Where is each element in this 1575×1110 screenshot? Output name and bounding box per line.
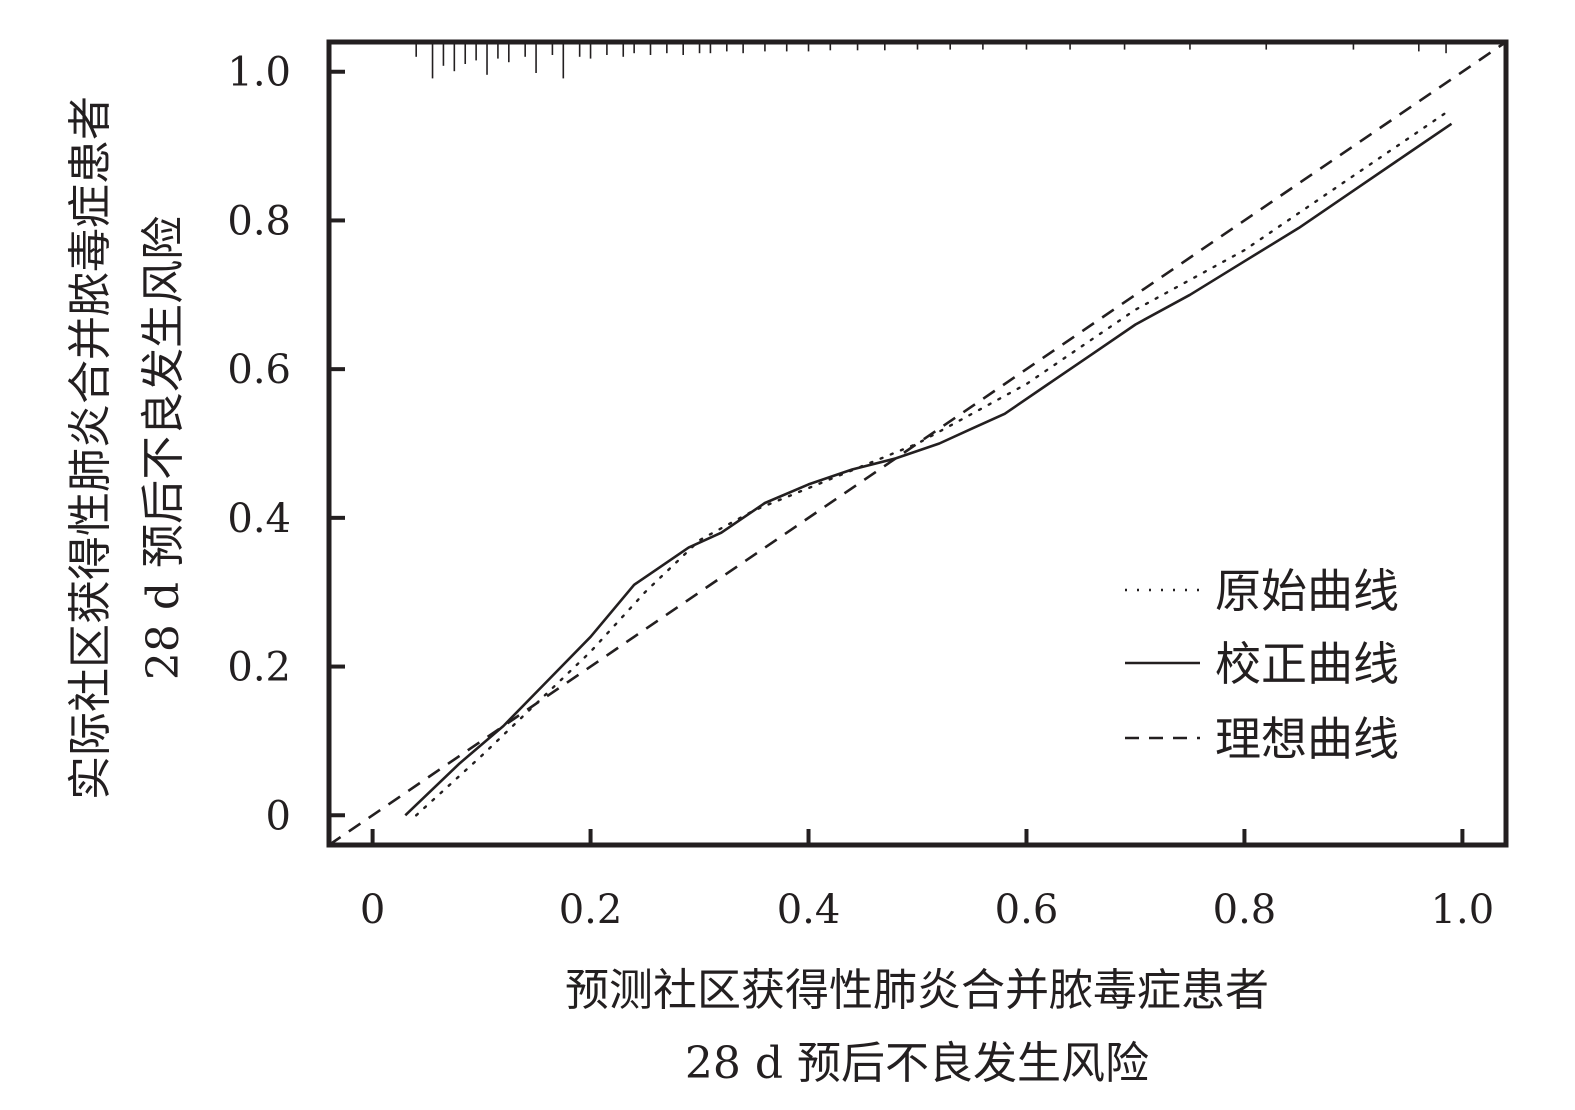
y-tick-label: 0: [266, 793, 291, 839]
legend-label-ideal: 理想曲线: [1215, 712, 1399, 766]
series-line-solid: [404, 122, 1453, 817]
x-axis-title-line1: 预测社区获得性肺炎合并脓毒症患者: [565, 965, 1269, 1016]
plot-frame: [326, 39, 1509, 848]
y-tick-label: 0.8: [227, 198, 291, 244]
series-layer: [328, 40, 1507, 847]
x-tick-label: 0.2: [559, 887, 623, 933]
series-line-dashed: [328, 40, 1507, 847]
y-tick-label: 0.6: [227, 347, 291, 393]
y-axis-title-line2: 28 d 预后不良发生风险: [138, 216, 189, 680]
series-line-dotted: [415, 107, 1453, 817]
y-tick-label: 0.2: [227, 645, 291, 691]
rug-layer: [415, 42, 1447, 79]
x-tick-label: 0.4: [777, 887, 841, 933]
x-tick-label: 0.6: [995, 887, 1059, 933]
legend: 原始曲线 校正曲线 理想曲线: [1125, 564, 1399, 766]
ticks-layer: 0 0.2 0.4 0.6 0.8 1.0 0 0.2 0.4 0.6 0.8 1.0: [227, 50, 1494, 933]
y-tick-label: 1.0: [227, 50, 291, 96]
x-tick-label: 0.8: [1213, 887, 1277, 933]
x-tick-label: 1.0: [1431, 887, 1495, 933]
x-axis-title-line2: 28 d 预后不良发生风险: [685, 1038, 1149, 1089]
legend-label-corrected: 校正曲线: [1215, 637, 1399, 691]
y-tick-label: 0.4: [227, 496, 291, 542]
legend-label-original: 原始曲线: [1215, 564, 1399, 618]
x-tick-label: 0: [360, 887, 385, 933]
y-axis-title-line1: 实际社区获得性肺炎合并脓毒症患者: [65, 96, 116, 800]
